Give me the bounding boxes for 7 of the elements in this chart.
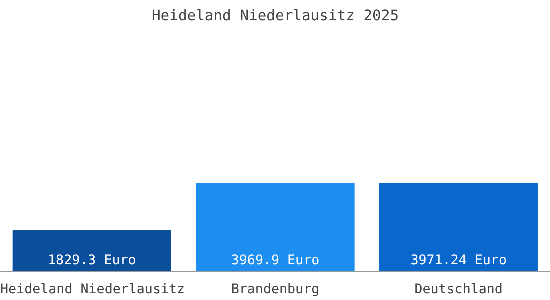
x-tick-label: Heideland Niederlausitz	[0, 282, 186, 298]
chart-title: Heideland Niederlausitz 2025	[152, 8, 400, 24]
data-label: 3969.9 Euro	[231, 254, 320, 268]
x-tick-label: Brandenburg	[231, 282, 320, 298]
data-label: 3971.24 Euro	[410, 254, 507, 268]
data-label: 1829.3 Euro	[48, 254, 136, 268]
x-tick-label: Deutschland	[414, 282, 503, 298]
